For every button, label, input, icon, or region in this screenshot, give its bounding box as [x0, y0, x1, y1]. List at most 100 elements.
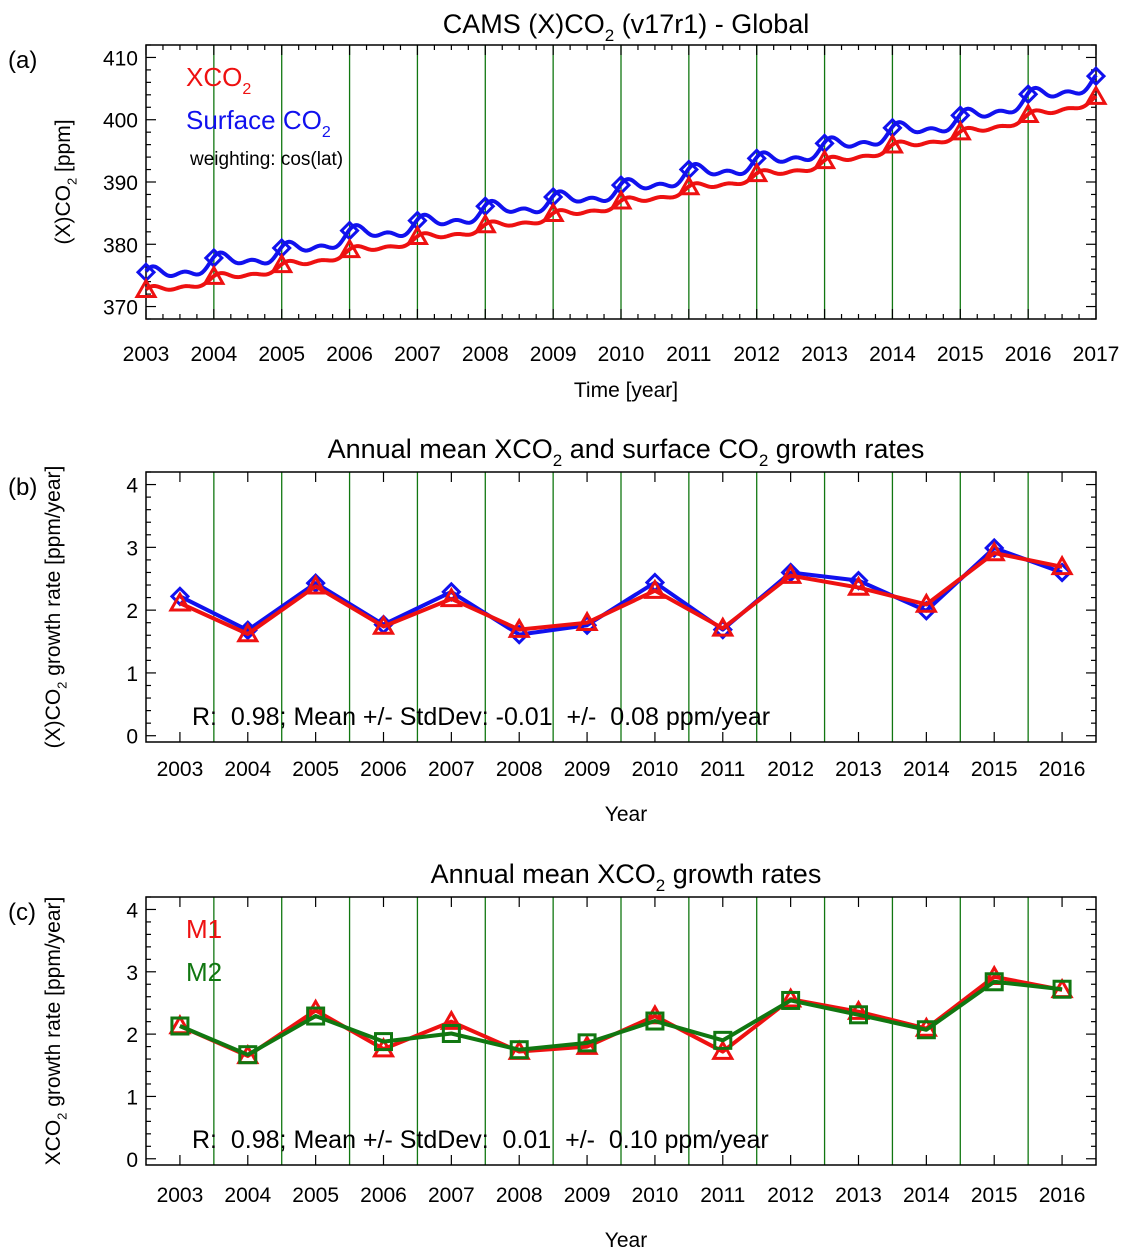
data-point-m2: [238, 1045, 258, 1065]
data-point-xco2: [473, 212, 497, 234]
x-tick-label: 2016: [1005, 343, 1052, 366]
x-tick-label: 2011: [700, 758, 745, 781]
x-tick-label: 2004: [224, 758, 271, 781]
data-point-m2: [916, 1020, 936, 1040]
data-point-m2: [849, 1005, 868, 1025]
legend-entry: M1: [186, 914, 222, 944]
stats-annotation: R: 0.98; Mean +/- StdDev: 0.01 +/- 0.10 …: [192, 1126, 769, 1154]
x-tick-label: 2008: [462, 343, 509, 366]
data-point-m2: [781, 990, 801, 1010]
x-tick-label: 2009: [530, 343, 577, 366]
x-tick-label: 2009: [564, 1184, 611, 1207]
x-tick-label: 2003: [123, 343, 170, 366]
data-point-xco2: [745, 161, 769, 183]
data-point-xco2: [439, 586, 463, 608]
data-point-xco2: [371, 614, 396, 635]
data-point-xco2: [1050, 554, 1074, 576]
data-point-m2: [645, 1011, 665, 1031]
y-tick-label: 410: [103, 47, 138, 70]
panel-label: (b): [8, 474, 37, 501]
data-point-m1: [371, 1037, 396, 1058]
data-point-xco2: [948, 120, 972, 141]
series-line-xco2: [144, 94, 1098, 292]
x-tick-label: 2004: [224, 1184, 271, 1207]
x-tick-label: 2009: [564, 758, 611, 781]
x-tick-label: 2013: [835, 1184, 882, 1207]
data-point-xco2: [575, 610, 599, 631]
y-tick-label: 1: [126, 663, 138, 686]
data-point-m2: [306, 1006, 326, 1026]
series-line-surface-co2: [144, 73, 1098, 278]
x-tick-label: 2014: [903, 1184, 950, 1207]
x-tick-label: 2013: [835, 758, 882, 781]
legend-entry: M2: [186, 957, 222, 987]
x-tick-label: 2005: [292, 1184, 339, 1207]
chart-title: Annual mean XCO2 growth rates: [431, 859, 822, 895]
data-point-xco2: [914, 592, 938, 613]
x-tick-label: 2010: [598, 343, 645, 366]
legend-entry: XCO2: [186, 62, 251, 98]
data-point-m2: [170, 1016, 190, 1036]
x-tick-label: 2015: [937, 343, 984, 366]
y-axis-label: (X)CO2 growth rate [ppm/year]: [42, 466, 69, 749]
data-point-xco2: [1084, 84, 1108, 105]
data-point-surface-co2: [237, 620, 258, 641]
x-tick-label: 2005: [292, 758, 339, 781]
panel-label: (a): [8, 47, 37, 74]
y-tick-label: 370: [103, 297, 138, 320]
data-point-xco2: [304, 574, 328, 595]
data-point-surface-co2: [984, 537, 1005, 559]
data-point-surface-co2: [1085, 66, 1107, 87]
data-point-xco2: [812, 148, 837, 170]
data-point-xco2: [711, 616, 735, 637]
panel-a: (a) CAMS (X)CO2 (v17r1) - Global 370 380 390…: [8, 9, 1119, 402]
data-point-xco2: [643, 578, 667, 599]
x-tick-label: 2007: [394, 343, 441, 366]
y-tick-label: 2: [126, 600, 138, 623]
data-point-surface-co2: [916, 600, 937, 621]
x-tick-label: 2015: [971, 1184, 1018, 1207]
panel-b: (b) Annual mean XCO2 and surface CO2 grow…: [8, 434, 1097, 826]
series-line-surface-co2: [179, 545, 1063, 637]
data-point-xco2: [337, 237, 362, 259]
data-point-xco2: [846, 575, 871, 596]
y-tick-label: 4: [126, 475, 138, 498]
x-tick-label: 2017: [1073, 343, 1120, 366]
data-point-xco2: [541, 201, 565, 223]
x-axis-label: Time [year]: [574, 379, 678, 402]
data-point-xco2: [1016, 102, 1040, 123]
y-tick-label: 0: [126, 1149, 138, 1172]
data-point-m2: [374, 1032, 393, 1052]
data-point-surface-co2: [305, 573, 326, 594]
data-point-xco2: [168, 591, 192, 612]
plot-frame: [145, 471, 1097, 743]
x-tick-label: 2010: [632, 1184, 679, 1207]
data-point-m1: [439, 1009, 463, 1030]
y-tick-label: 2: [126, 1024, 138, 1047]
data-point-xco2: [202, 264, 226, 285]
chart-title: Annual mean XCO2 and surface CO2 growth …: [328, 434, 925, 470]
x-tick-label: 2007: [428, 1184, 475, 1207]
legend-entry: Surface CO2: [186, 105, 331, 141]
data-point-xco2: [779, 563, 803, 584]
y-tick-label: 400: [103, 110, 138, 133]
data-point-xco2: [982, 540, 1006, 562]
data-point-m2: [577, 1033, 597, 1053]
x-tick-label: 2007: [428, 758, 475, 781]
x-tick-label: 2012: [733, 343, 780, 366]
data-point-m1: [711, 1039, 735, 1060]
y-tick-label: 1: [126, 1086, 138, 1109]
x-tick-label: 2008: [496, 1184, 543, 1207]
data-point-m2: [713, 1030, 733, 1050]
x-tick-label: 2006: [360, 758, 407, 781]
data-point-m2: [984, 972, 1004, 992]
x-tick-label: 2005: [258, 343, 305, 366]
x-tick-label: 2006: [326, 343, 373, 366]
data-point-xco2: [880, 133, 905, 154]
y-tick-label: 3: [126, 537, 138, 560]
x-tick-label: 2004: [190, 343, 237, 366]
data-point-xco2: [609, 189, 633, 210]
